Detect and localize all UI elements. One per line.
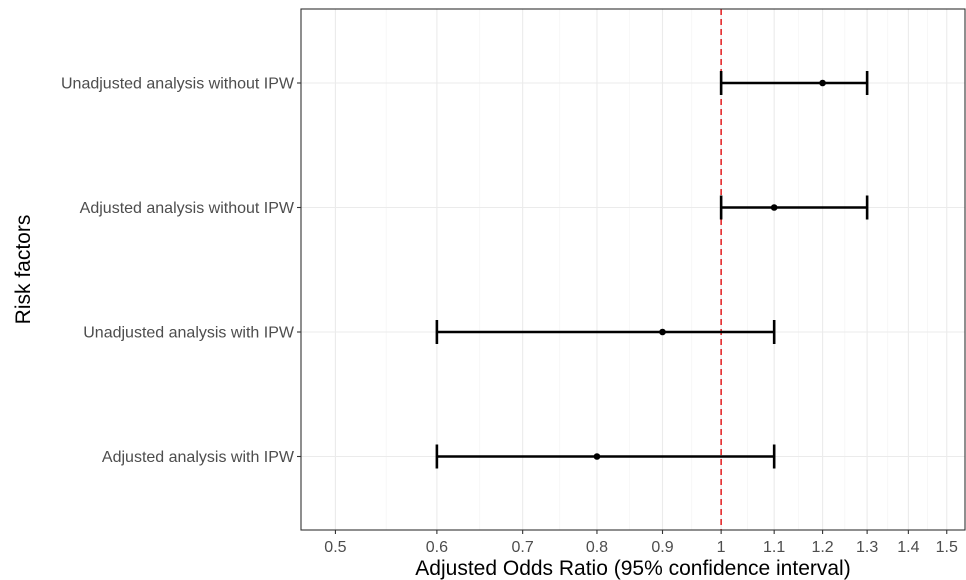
error-bar-row bbox=[719, 195, 869, 220]
estimate-point bbox=[593, 453, 601, 460]
panel-border bbox=[300, 8, 966, 531]
axes-frame bbox=[300, 8, 966, 531]
y-tick-label: Unadjusted analysis without IPW bbox=[61, 76, 295, 93]
x-tick-label: 1.4 bbox=[897, 539, 919, 556]
x-axis-title: Adjusted Odds Ratio (95% confidence inte… bbox=[415, 557, 850, 580]
estimate-point bbox=[770, 204, 778, 211]
y-tick-label: Unadjusted analysis with IPW bbox=[83, 325, 295, 342]
x-tick-label: 1.3 bbox=[856, 539, 878, 556]
x-tick-label: 0.7 bbox=[512, 539, 534, 556]
x-tick-label: 0.8 bbox=[586, 539, 608, 556]
y-axis-title: Risk factors bbox=[12, 215, 35, 325]
x-tick-label: 1.5 bbox=[936, 539, 958, 556]
x-tick-label: 1.2 bbox=[811, 539, 833, 556]
error-bar-row bbox=[435, 320, 776, 344]
y-tick-label: Adjusted analysis with IPW bbox=[102, 449, 295, 466]
estimate-point bbox=[659, 328, 666, 336]
plot-panel bbox=[301, 9, 965, 530]
y-tick-label: Adjusted analysis without IPW bbox=[80, 200, 295, 217]
x-tick-label: 0.9 bbox=[651, 539, 673, 556]
x-tick-labels: 0.5 0.6 0.7 0.8 0.9 1 1.1 1.2 1.3 1.4 1.5 bbox=[324, 530, 958, 556]
x-tick-label: 1.1 bbox=[763, 539, 785, 556]
x-tick-label: 0.5 bbox=[324, 539, 346, 556]
error-bar-row bbox=[435, 444, 776, 469]
error-bar-row bbox=[719, 71, 869, 95]
data-layer bbox=[435, 71, 869, 469]
x-tick-label: 0.6 bbox=[426, 539, 448, 556]
x-tick-label: 1 bbox=[717, 539, 726, 556]
gridlines bbox=[301, 9, 965, 530]
y-tick-labels: Unadjusted analysis without IPW Adjusted … bbox=[61, 76, 301, 466]
estimate-point bbox=[819, 79, 826, 87]
